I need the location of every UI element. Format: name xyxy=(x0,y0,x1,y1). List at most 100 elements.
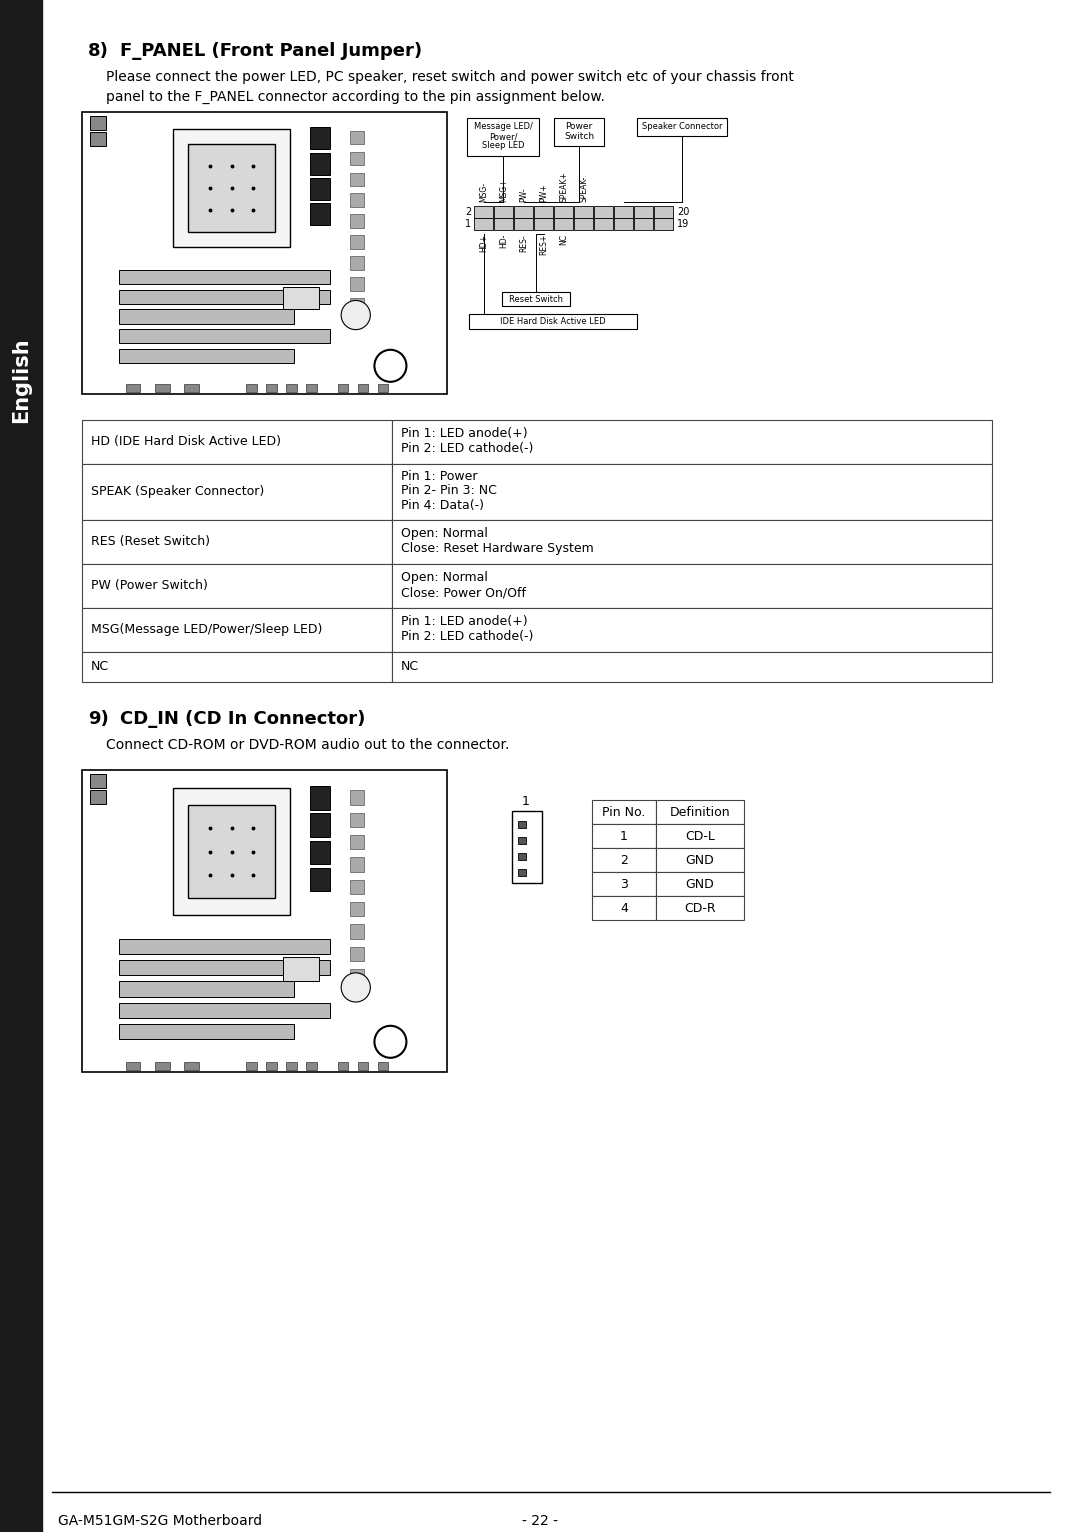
Bar xyxy=(310,813,330,836)
Bar xyxy=(474,218,492,230)
Bar xyxy=(310,786,330,810)
Bar xyxy=(156,1062,170,1069)
Bar xyxy=(378,385,388,392)
Bar xyxy=(337,385,348,392)
Text: NC: NC xyxy=(401,659,419,673)
Bar xyxy=(350,879,364,895)
Bar xyxy=(350,236,364,248)
Text: RES+: RES+ xyxy=(540,234,549,256)
Bar xyxy=(350,152,364,165)
Bar xyxy=(656,896,744,921)
Text: 8): 8) xyxy=(87,41,109,60)
Text: Pin 2: LED cathode(-): Pin 2: LED cathode(-) xyxy=(401,443,534,455)
Bar xyxy=(310,178,330,201)
Bar xyxy=(594,218,613,230)
Text: RES (Reset Switch): RES (Reset Switch) xyxy=(91,536,210,548)
Bar xyxy=(392,420,993,464)
Text: panel to the F_PANEL connector according to the pin assignment below.: panel to the F_PANEL connector according… xyxy=(106,90,605,104)
Text: MSG(Message LED/Power/Sleep LED): MSG(Message LED/Power/Sleep LED) xyxy=(91,624,322,636)
Bar xyxy=(554,205,573,218)
Bar xyxy=(392,608,993,653)
Bar xyxy=(119,1023,294,1039)
Text: SPEAK+: SPEAK+ xyxy=(559,172,568,202)
Text: Pin 2- Pin 3: NC: Pin 2- Pin 3: NC xyxy=(401,484,497,498)
Text: Please connect the power LED, PC speaker, reset switch and power switch etc of y: Please connect the power LED, PC speaker… xyxy=(106,70,794,84)
Text: GND: GND xyxy=(686,853,714,867)
Bar xyxy=(494,218,513,230)
Bar xyxy=(267,1062,278,1069)
Bar xyxy=(656,849,744,872)
Bar xyxy=(82,519,392,564)
Bar xyxy=(469,314,637,329)
Bar xyxy=(90,774,106,787)
Bar xyxy=(90,132,106,146)
Bar xyxy=(119,270,330,283)
Bar xyxy=(573,205,593,218)
Text: IDE Hard Disk Active LED: IDE Hard Disk Active LED xyxy=(500,317,606,326)
Bar xyxy=(90,116,106,130)
Bar xyxy=(357,1062,368,1069)
Bar xyxy=(357,385,368,392)
Text: 2: 2 xyxy=(620,853,627,867)
Bar xyxy=(634,205,653,218)
Bar xyxy=(350,277,364,291)
Bar xyxy=(518,869,526,876)
Bar xyxy=(119,961,330,976)
Bar xyxy=(310,127,330,149)
Bar xyxy=(283,958,320,982)
Text: Pin No.: Pin No. xyxy=(603,806,646,818)
Bar xyxy=(592,824,656,849)
Bar xyxy=(592,872,656,896)
Text: 19: 19 xyxy=(677,219,689,228)
Bar xyxy=(615,218,633,230)
Bar xyxy=(350,297,364,311)
Bar xyxy=(156,385,170,392)
Bar xyxy=(350,214,364,228)
Text: Open: Normal: Open: Normal xyxy=(401,527,488,539)
Text: Pin 1: LED anode(+): Pin 1: LED anode(+) xyxy=(401,427,528,440)
Bar xyxy=(502,293,570,306)
Bar xyxy=(554,218,573,230)
Text: 9): 9) xyxy=(87,709,109,728)
Text: Open: Normal: Open: Normal xyxy=(401,571,488,584)
Bar xyxy=(82,112,447,394)
Text: Close: Reset Hardware System: Close: Reset Hardware System xyxy=(401,542,594,555)
Bar xyxy=(518,821,526,827)
Circle shape xyxy=(341,973,370,1002)
Bar xyxy=(514,218,534,230)
Text: NC: NC xyxy=(559,234,568,245)
Bar xyxy=(534,205,553,218)
Text: 1: 1 xyxy=(620,829,627,843)
Bar xyxy=(514,205,534,218)
Bar xyxy=(307,385,318,392)
Bar xyxy=(654,218,673,230)
Bar xyxy=(350,902,364,916)
Bar xyxy=(310,841,330,864)
Text: GA-M51GM-S2G Motherboard: GA-M51GM-S2G Motherboard xyxy=(58,1514,262,1527)
Text: PW+: PW+ xyxy=(540,184,549,202)
Bar xyxy=(592,800,656,824)
Bar xyxy=(656,824,744,849)
Bar xyxy=(378,1062,388,1069)
Text: Pin 1: Power: Pin 1: Power xyxy=(401,469,477,483)
Bar xyxy=(119,309,294,323)
Bar xyxy=(286,1062,297,1069)
Bar xyxy=(310,867,330,892)
Bar xyxy=(119,349,294,363)
Bar xyxy=(350,970,364,984)
Bar xyxy=(594,205,613,218)
Bar xyxy=(82,564,392,608)
Bar xyxy=(350,791,364,804)
Text: Power: Power xyxy=(565,123,593,132)
Bar xyxy=(125,1062,140,1069)
Bar xyxy=(82,653,392,682)
Bar xyxy=(188,144,275,231)
Bar xyxy=(534,218,553,230)
Text: Connect CD-ROM or DVD-ROM audio out to the connector.: Connect CD-ROM or DVD-ROM audio out to t… xyxy=(106,738,510,752)
Bar xyxy=(392,653,993,682)
Bar xyxy=(656,872,744,896)
Bar xyxy=(119,290,330,303)
Bar xyxy=(350,173,364,187)
Bar xyxy=(518,836,526,844)
Text: Pin 1: LED anode(+): Pin 1: LED anode(+) xyxy=(401,614,528,628)
